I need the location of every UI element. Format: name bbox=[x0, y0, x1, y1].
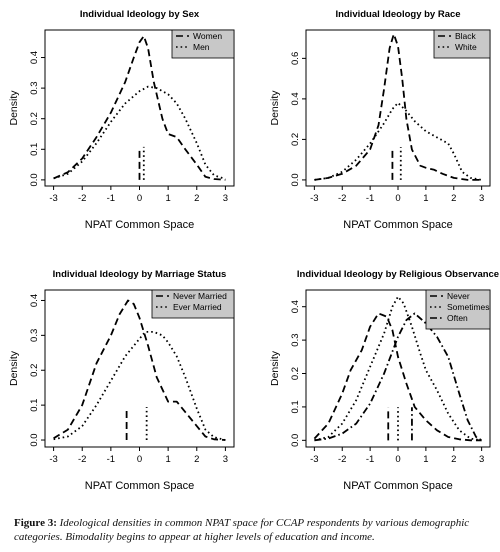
x-tick-label: -1 bbox=[107, 193, 115, 204]
x-axis-label: NPAT Common Space bbox=[343, 480, 452, 492]
y-axis-label: Density bbox=[269, 90, 281, 126]
x-tick-label: -2 bbox=[78, 454, 86, 465]
legend-box bbox=[171, 29, 235, 59]
chart-title: Individual Ideology by Race bbox=[335, 9, 460, 20]
legend-entry: Sometimes bbox=[447, 302, 490, 312]
legend-entry: Black bbox=[455, 31, 477, 41]
chart-title: Individual Ideology by Marriage Status bbox=[53, 269, 227, 280]
legend-entry: Never bbox=[447, 291, 470, 301]
x-tick-label: 2 bbox=[194, 193, 199, 204]
x-tick-label: 2 bbox=[194, 454, 199, 465]
legend-entry: Women bbox=[193, 31, 222, 41]
legend-entry: Often bbox=[447, 313, 468, 323]
x-tick-label: 1 bbox=[165, 454, 170, 465]
x-axis-label: NPAT Common Space bbox=[343, 219, 452, 231]
x-tick-label: -3 bbox=[310, 193, 318, 204]
x-tick-label: 0 bbox=[137, 193, 142, 204]
y-tick-label: 0.0 bbox=[290, 173, 301, 186]
series-line-white bbox=[314, 102, 482, 181]
x-tick-label: -2 bbox=[338, 454, 346, 465]
y-tick-label: 0.0 bbox=[290, 434, 301, 447]
y-tick-label: 0.3 bbox=[29, 329, 40, 342]
series-line-women bbox=[53, 35, 226, 181]
y-tick-label: 0.2 bbox=[29, 112, 40, 125]
series-line-often bbox=[314, 312, 483, 442]
chart-panel-1: Individual Ideology by Sex -3 -2 -1 0 1 2 3 0.0 0… bbox=[8, 9, 235, 231]
legend-box bbox=[433, 29, 491, 59]
legend-entry: Ever Married bbox=[173, 302, 222, 312]
chart-title: Individual Ideology by Sex bbox=[80, 9, 200, 20]
y-tick-label: 0.4 bbox=[290, 92, 301, 105]
chart-panel-3: Individual Ideology by Marriage Status -3… bbox=[8, 269, 235, 492]
x-tick-label: 3 bbox=[223, 454, 228, 465]
x-tick-label: 3 bbox=[223, 193, 228, 204]
x-tick-label: 1 bbox=[165, 193, 170, 204]
y-tick-label: 0.0 bbox=[29, 433, 40, 446]
x-tick-label: -3 bbox=[49, 193, 57, 204]
chart-title: Individual Ideology by Religious Observa… bbox=[297, 269, 499, 280]
y-tick-label: 0.2 bbox=[290, 133, 301, 146]
y-tick-label: 0.4 bbox=[290, 300, 301, 313]
y-tick-label: 0.2 bbox=[290, 367, 301, 380]
caption-text: Ideological densities in common NPAT spa… bbox=[14, 517, 470, 543]
x-tick-label: 1 bbox=[423, 454, 428, 465]
chart-panel-2: Individual Ideology by Race -3 -2 -1 0 1 2 3 0.0… bbox=[269, 9, 491, 231]
y-tick-label: 0.1 bbox=[29, 143, 40, 156]
x-tick-label: 3 bbox=[479, 193, 484, 204]
y-tick-label: 0.4 bbox=[29, 294, 40, 307]
x-tick-label: 2 bbox=[451, 454, 456, 465]
chart-panel-4: Individual Ideology by Religious Observa… bbox=[269, 269, 499, 492]
y-tick-label: 0.1 bbox=[290, 400, 301, 413]
x-tick-label: -2 bbox=[78, 193, 86, 204]
y-tick-label: 0.6 bbox=[290, 52, 301, 65]
y-axis-label: Density bbox=[8, 90, 20, 126]
x-tick-label: -1 bbox=[107, 454, 115, 465]
series-line-ever-married bbox=[53, 330, 226, 441]
x-tick-label: 1 bbox=[423, 193, 428, 204]
y-tick-label: 0.3 bbox=[290, 333, 301, 346]
x-tick-label: 3 bbox=[479, 454, 484, 465]
series-line-never-married bbox=[53, 299, 226, 441]
x-tick-label: -2 bbox=[338, 193, 346, 204]
legend-entry: White bbox=[455, 42, 477, 52]
y-tick-label: 0.2 bbox=[29, 364, 40, 377]
legend-entry: Never Married bbox=[173, 291, 227, 301]
x-tick-label: 2 bbox=[451, 193, 456, 204]
x-tick-label: 0 bbox=[395, 193, 400, 204]
x-axis-label: NPAT Common Space bbox=[85, 219, 194, 231]
x-tick-label: 0 bbox=[137, 454, 142, 465]
y-tick-label: 0.3 bbox=[29, 82, 40, 95]
y-tick-label: 0.1 bbox=[29, 399, 40, 412]
y-axis-label: Density bbox=[269, 350, 281, 386]
series-line-sometimes bbox=[314, 295, 482, 442]
series-line-black bbox=[314, 33, 482, 181]
legend-box bbox=[151, 289, 235, 319]
series-line-men bbox=[53, 85, 226, 180]
x-tick-label: -1 bbox=[366, 193, 374, 204]
y-axis-label: Density bbox=[8, 350, 20, 386]
y-tick-label: 0.0 bbox=[29, 173, 40, 186]
x-tick-label: -3 bbox=[310, 454, 318, 465]
legend-entry: Men bbox=[193, 42, 210, 52]
figure-caption: Figure 3: Ideological densities in commo… bbox=[14, 516, 492, 544]
y-tick-label: 0.4 bbox=[29, 51, 40, 64]
x-tick-label: -1 bbox=[366, 454, 374, 465]
x-tick-label: -3 bbox=[49, 454, 57, 465]
caption-label: Figure 3: bbox=[14, 517, 57, 529]
x-axis-label: NPAT Common Space bbox=[85, 480, 194, 492]
x-tick-label: 0 bbox=[395, 454, 400, 465]
